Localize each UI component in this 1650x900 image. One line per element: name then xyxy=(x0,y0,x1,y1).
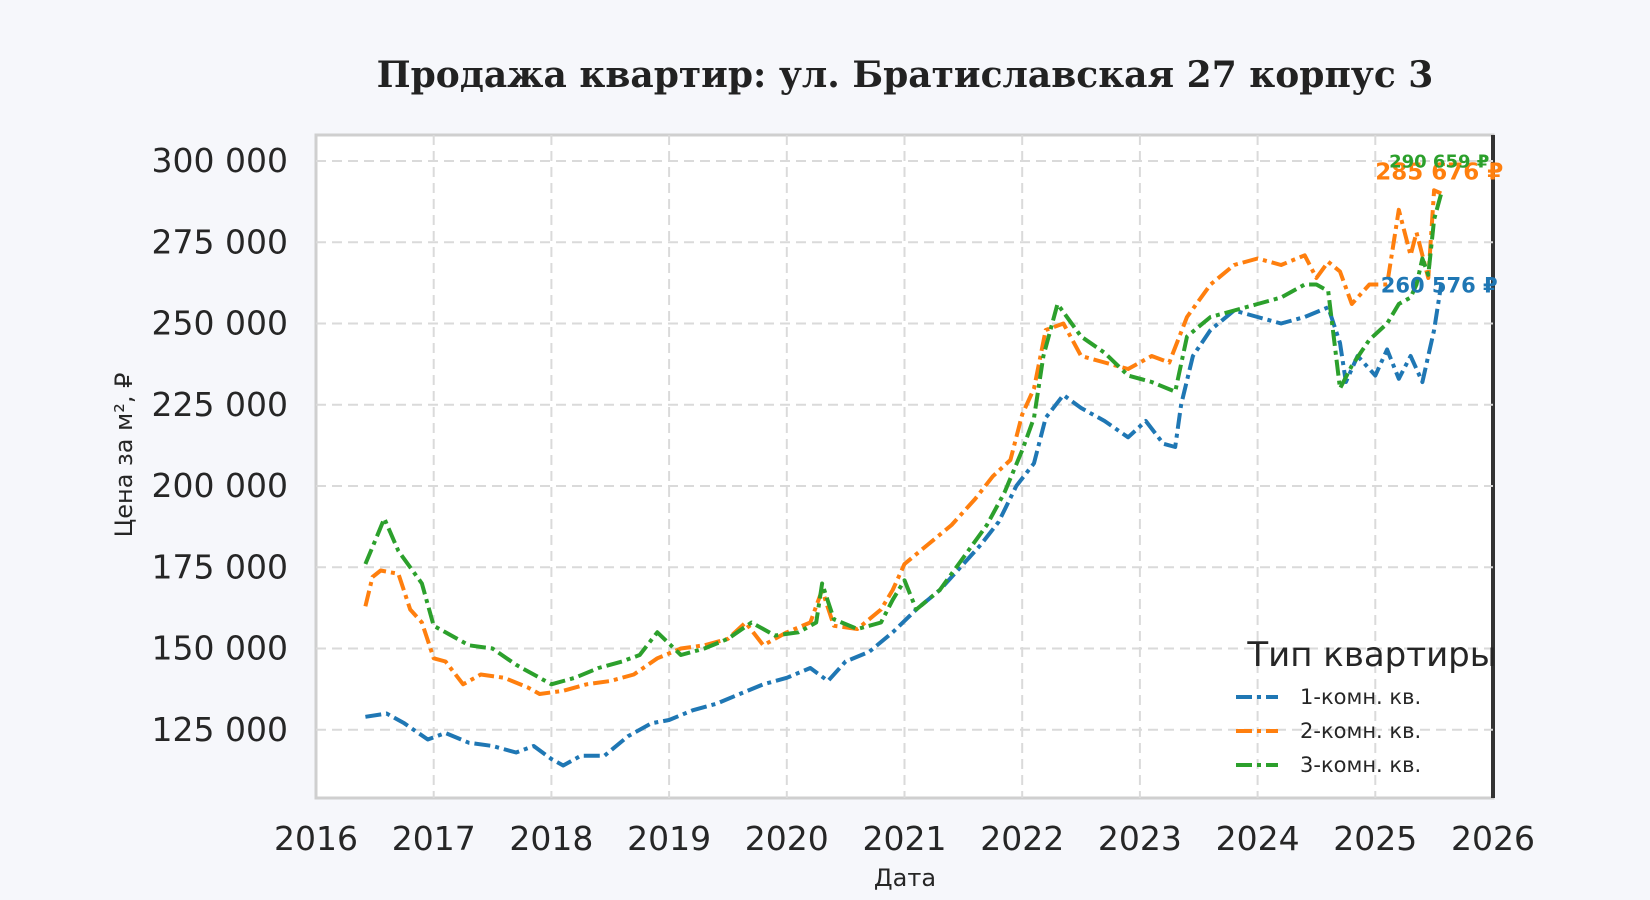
x-tick-label: 2026 xyxy=(1451,819,1535,858)
x-tick-label: 2017 xyxy=(392,819,476,858)
x-tick-label: 2022 xyxy=(980,819,1064,858)
end-value-label: 285 676 ₽ xyxy=(1375,160,1503,186)
x-axis-label: Дата xyxy=(874,864,936,892)
end-value-labels: 260 576 ₽ 285 676 ₽290 659 ₽ xyxy=(1375,152,1503,298)
series-line-3 xyxy=(363,192,1444,687)
legend-label: 2-комн. кв. xyxy=(1300,719,1421,743)
x-tick-labels: 2016 2017 2018 2019 2020 2021 2022 2023 2024 2025… xyxy=(274,819,1535,858)
series-line-2 xyxy=(363,188,1443,696)
y-tick-label: 150 000 xyxy=(152,629,288,668)
y-tick-label: 200 000 xyxy=(152,466,288,505)
series-lines xyxy=(363,188,1444,768)
x-tick-label: 2021 xyxy=(863,819,947,858)
x-tick-label: 2024 xyxy=(1216,819,1300,858)
legend-label: 3-комн. кв. xyxy=(1300,753,1421,777)
y-tick-label: 225 000 xyxy=(152,385,288,424)
x-tick-label: 2023 xyxy=(1098,819,1182,858)
x-tick-label: 2018 xyxy=(509,819,593,858)
series-line-1 xyxy=(365,284,1444,768)
x-tick-label: 2025 xyxy=(1333,819,1417,858)
grid-lines xyxy=(316,135,1493,798)
y-tick-labels: 125 000 150 000 175 000 200 000 225 000 250 0… xyxy=(152,141,288,749)
legend: Тип квартиры 1-комн. кв. 2-комн. кв. 3-ком… xyxy=(1236,635,1497,777)
y-tick-label: 175 000 xyxy=(152,547,288,586)
x-tick-label: 2016 xyxy=(274,819,358,858)
end-value-label: 260 576 ₽ xyxy=(1381,274,1498,298)
x-tick-label: 2019 xyxy=(627,819,711,858)
legend-label: 1-комн. кв. xyxy=(1300,685,1421,709)
chart-title: Продажа квартир: ул. Братиславская 27 ко… xyxy=(377,54,1434,96)
end-value-label: 290 659 ₽ xyxy=(1389,152,1489,173)
x-tick-label: 2020 xyxy=(745,819,829,858)
y-tick-label: 125 000 xyxy=(152,710,288,749)
legend-items: 1-комн. кв. 2-комн. кв. 3-комн. кв. xyxy=(1236,685,1421,777)
legend-title: Тип квартиры xyxy=(1246,635,1496,675)
y-tick-label: 300 000 xyxy=(152,141,288,180)
y-tick-label: 275 000 xyxy=(152,222,288,261)
y-tick-label: 250 000 xyxy=(152,304,288,343)
y-axis-label: Цена за м², ₽ xyxy=(110,373,138,538)
